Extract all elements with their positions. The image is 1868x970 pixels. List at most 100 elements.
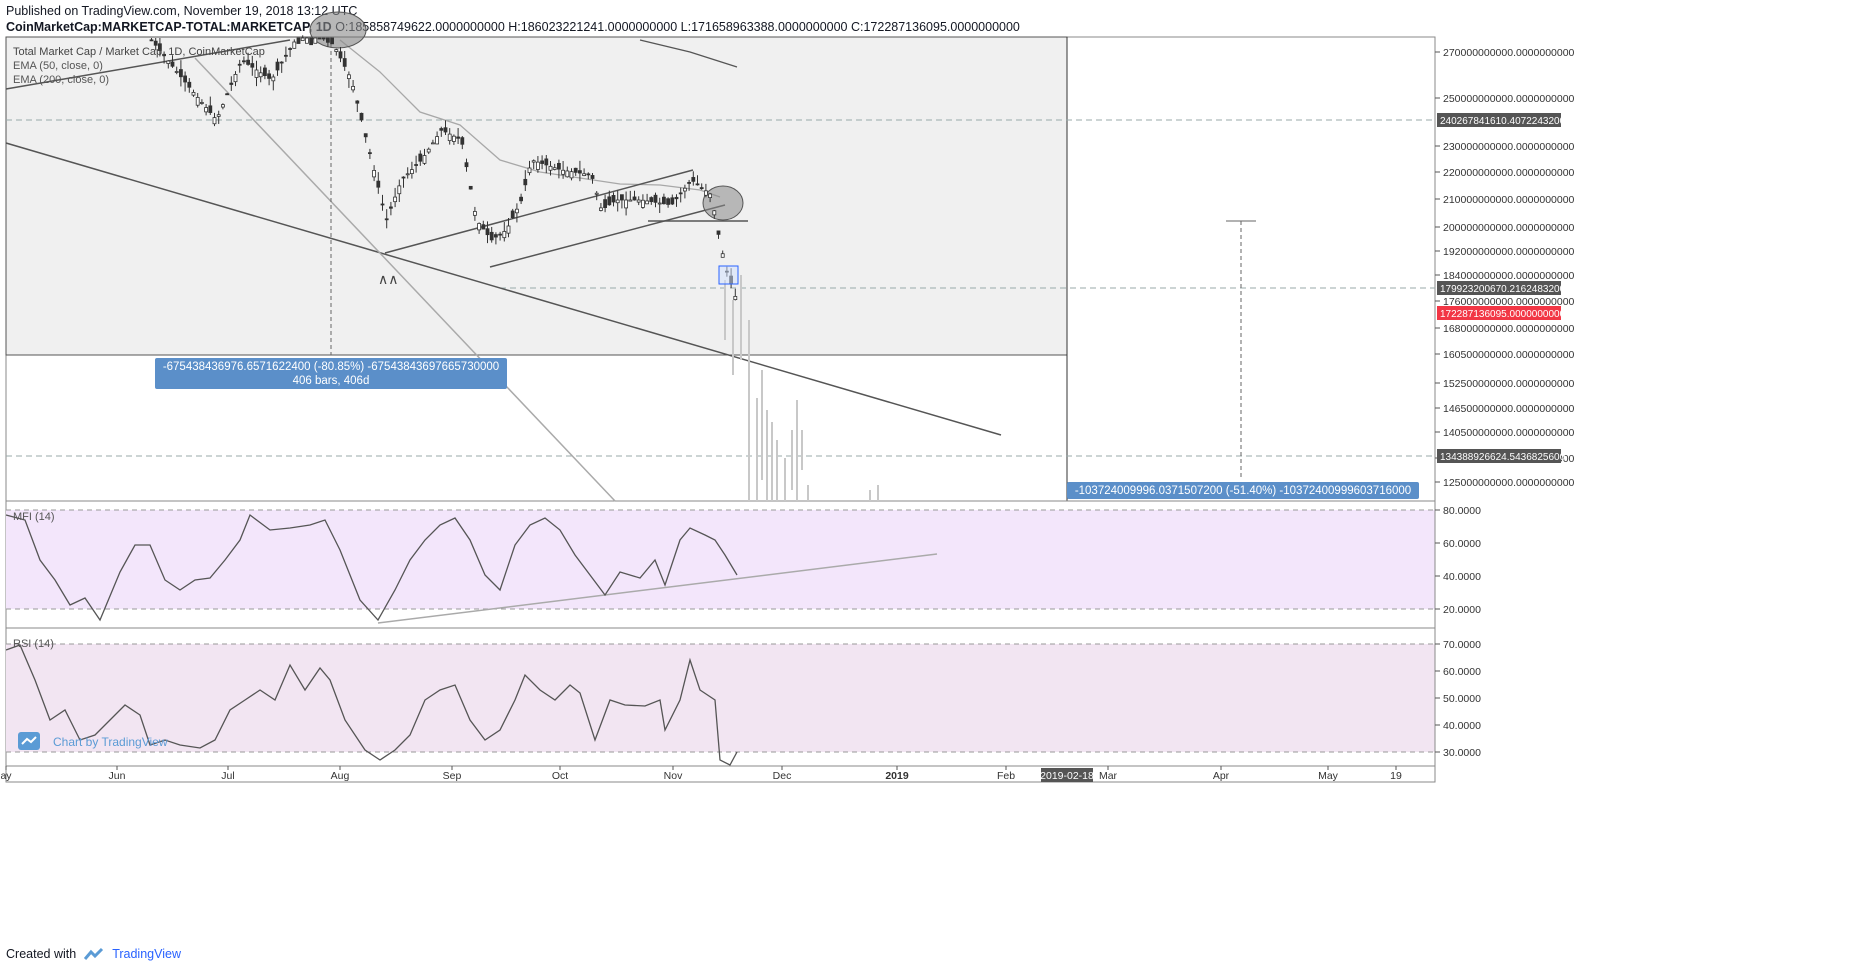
candle-body	[712, 210, 717, 216]
candle-body	[615, 199, 620, 204]
rsi-label: RSI (14)	[13, 638, 54, 650]
candle-body	[187, 81, 192, 88]
candle-body	[225, 93, 230, 96]
projection-bars	[724, 275, 879, 501]
candle-body	[472, 211, 477, 216]
rsi-tick-label: 60.0000	[1443, 666, 1481, 678]
candle-body	[481, 224, 486, 230]
candle-body	[388, 206, 393, 209]
candle-body	[489, 231, 494, 241]
price-tick-label: 192000000000.0000000000	[1443, 246, 1575, 258]
candle-body	[523, 178, 528, 186]
candle-body	[191, 92, 196, 96]
double-chevron: ∧∧	[378, 271, 399, 287]
trendline-long-down	[5, 142, 1002, 436]
footer: Created with TradingView	[6, 947, 181, 961]
candle-body	[166, 60, 171, 64]
rsi-tick-label: 30.0000	[1443, 747, 1481, 759]
time-tick-label: Mar	[1099, 770, 1118, 782]
candle-body	[641, 199, 645, 208]
candle-body	[208, 105, 213, 113]
candle-body	[569, 171, 574, 179]
candle-body	[216, 114, 221, 117]
time-tick-label: Sep	[443, 770, 462, 782]
price-tick-label: 210000000000.0000000000	[1443, 194, 1575, 206]
candle-body	[149, 39, 154, 42]
candle-body	[296, 37, 301, 44]
candle-body	[493, 234, 498, 238]
candle-body	[468, 185, 473, 190]
candle-body	[683, 187, 687, 192]
candle-body	[536, 161, 540, 170]
mfi-pane-bg	[6, 510, 1435, 609]
candle-body	[561, 169, 565, 175]
candle-body	[662, 196, 666, 205]
time-tick-label: Oct	[552, 770, 568, 782]
trendline-steep-down	[194, 57, 616, 502]
candle-body	[300, 37, 305, 41]
candles	[149, 35, 738, 301]
ohlc-values: O:185858749622.0000000000 H:186023221241…	[335, 20, 1020, 34]
candle-body	[519, 196, 523, 202]
candle-body	[649, 197, 654, 203]
time-tick-label: Nov	[664, 770, 683, 782]
time-axis[interactable]: ay Jun Jul Aug Sep Oct Nov Dec 2019 Feb 2019-02-18…	[0, 766, 1402, 782]
price-level-label: 134388926624.5436825600	[1440, 452, 1566, 463]
candle-body	[624, 199, 628, 209]
candle-body	[250, 63, 255, 68]
candle-body	[401, 176, 406, 179]
candle-body	[666, 198, 670, 205]
price-level-label: 240267841610.4072243200	[1440, 116, 1566, 127]
candle-body	[380, 203, 385, 206]
price-level-label: 179923200670.2162483200	[1440, 284, 1566, 295]
price-tick-label: 270000000000.0000000000	[1443, 47, 1575, 59]
footer-brand[interactable]: TradingView	[112, 947, 181, 961]
candle-body	[170, 61, 175, 67]
tradingview-logo-icon	[84, 947, 104, 960]
candle-body	[157, 43, 162, 51]
candle-body	[691, 177, 696, 182]
candle-body	[246, 59, 251, 65]
candle-body	[367, 152, 372, 155]
candle-body	[229, 82, 234, 85]
candle-body	[464, 162, 469, 168]
legend-ema50: EMA (50, close, 0)	[13, 60, 103, 72]
rsi-tick-label: 50.0000	[1443, 693, 1481, 705]
candle-body	[199, 102, 204, 104]
time-tick-label: 19	[1390, 770, 1402, 782]
candle-body	[573, 167, 578, 173]
candle-body	[557, 162, 561, 170]
candle-body	[552, 167, 557, 170]
candle-body	[313, 37, 318, 44]
candle-body	[687, 182, 691, 184]
candle-body	[620, 194, 624, 201]
time-cursor-label: 2019-02-18	[1040, 770, 1094, 782]
candle-body	[708, 193, 712, 198]
candle-body	[426, 148, 431, 153]
candle-body	[510, 210, 515, 219]
time-tick-label: Apr	[1213, 770, 1230, 782]
candle-body	[716, 230, 721, 235]
circle-breakdown-marker	[702, 185, 744, 221]
candle-body	[527, 167, 532, 174]
candle-body	[447, 133, 452, 142]
price-tick-label: 200000000000.0000000000	[1443, 222, 1575, 234]
rsi-axis: 70.0000 60.0000 50.0000 40.0000 30.0000	[1435, 639, 1481, 759]
candle-body	[162, 53, 167, 57]
candle-body	[258, 72, 263, 78]
candle-body	[178, 69, 183, 78]
time-tick-label: Feb	[997, 770, 1015, 782]
candle-body	[628, 199, 633, 202]
candle-body	[611, 195, 616, 203]
candle-body	[220, 104, 225, 108]
tradingview-watermark[interactable]: Chart by TradingView	[18, 732, 168, 750]
mfi-axis: 80.0000 60.0000 40.0000 20.0000	[1435, 505, 1481, 616]
price-tick-label: 220000000000.0000000000	[1443, 167, 1575, 179]
candle-body	[384, 218, 389, 221]
time-tick-label: Dec	[773, 770, 792, 782]
measure-box-left: -675438436976.6571622400 (-80.85%) -6754…	[155, 358, 507, 389]
candle-body	[338, 51, 343, 59]
channel-top	[384, 169, 694, 254]
candle-body	[254, 69, 259, 78]
